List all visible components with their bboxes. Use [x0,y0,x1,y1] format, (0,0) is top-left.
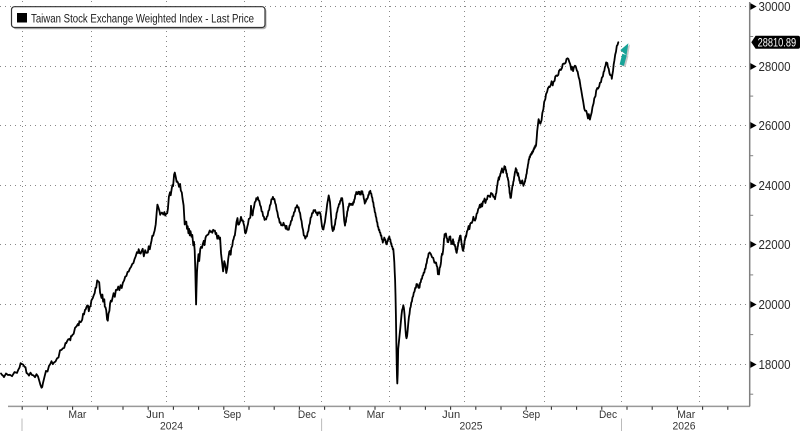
svg-text:18000: 18000 [759,358,791,372]
svg-text:26000: 26000 [759,119,791,133]
svg-text:30000: 30000 [759,0,791,14]
svg-text:2026: 2026 [673,421,696,431]
svg-text:Sep: Sep [522,409,540,421]
svg-text:Mar: Mar [677,409,695,421]
svg-text:2024: 2024 [160,421,183,431]
svg-text:20000: 20000 [759,298,791,312]
svg-text:Mar: Mar [367,409,385,421]
svg-text:Taiwan Stock Exchange Weighted: Taiwan Stock Exchange Weighted Index - L… [31,11,254,25]
svg-text:2025: 2025 [460,421,483,431]
svg-text:28000: 28000 [759,60,791,74]
svg-text:22000: 22000 [759,238,791,252]
svg-text:Sep: Sep [223,409,241,421]
svg-text:28810.89: 28810.89 [758,37,797,49]
svg-text:24000: 24000 [759,179,791,193]
svg-text:Jun: Jun [442,409,460,421]
svg-text:Dec: Dec [599,409,617,421]
svg-text:Mar: Mar [68,409,86,421]
svg-text:Dec: Dec [298,409,316,421]
svg-text:Jun: Jun [146,409,164,421]
